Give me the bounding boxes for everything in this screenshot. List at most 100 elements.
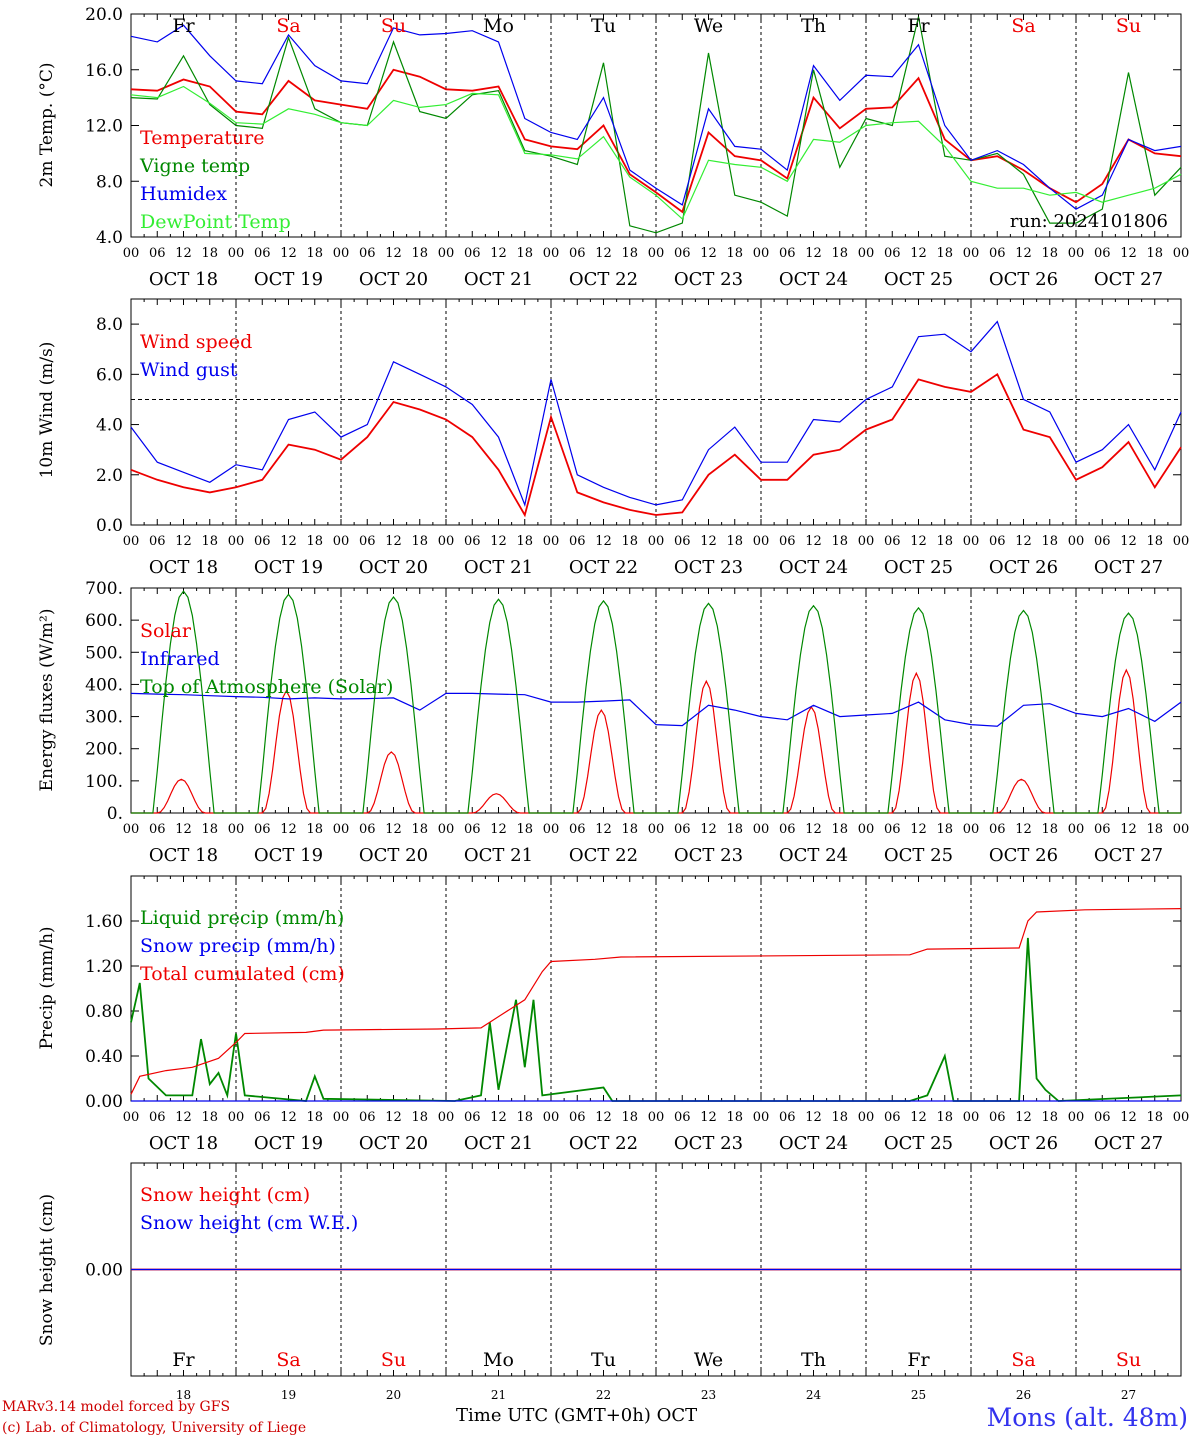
x-hour-label: 12 xyxy=(280,246,297,261)
x-hour-label: 12 xyxy=(385,822,402,837)
x-hour-label: 18 xyxy=(411,1110,428,1125)
x-hour-label: 12 xyxy=(490,822,507,837)
x-hour-label: 00 xyxy=(1068,246,1085,261)
y-tick-label: 200. xyxy=(85,740,123,760)
x-hour-label: 06 xyxy=(674,534,691,549)
x-hour-label: 06 xyxy=(779,822,796,837)
x-hour-label: 12 xyxy=(595,1110,612,1125)
x-date-label: OCT 22 xyxy=(569,269,638,290)
y-tick-label: 8.0 xyxy=(96,315,123,335)
x-hour-label: 06 xyxy=(359,1110,376,1125)
day-number: 25 xyxy=(911,1388,926,1402)
x-hour-label: 18 xyxy=(831,822,848,837)
x-hour-label: 00 xyxy=(333,534,350,549)
x-date-label: OCT 23 xyxy=(674,557,743,578)
x-hour-label: 06 xyxy=(464,534,481,549)
x-hour-label: 12 xyxy=(385,246,402,261)
x-date-label: OCT 20 xyxy=(359,269,428,290)
x-date-label: OCT 23 xyxy=(674,269,743,290)
panel-4 xyxy=(130,875,1182,1102)
x-hour-label: 06 xyxy=(779,246,796,261)
day-number: 23 xyxy=(701,1388,716,1402)
x-hour-label: 18 xyxy=(936,534,953,549)
x-date-label: OCT 22 xyxy=(569,845,638,866)
x-date-label: OCT 26 xyxy=(989,269,1058,290)
y-tick-label: 0.80 xyxy=(85,1002,123,1022)
legend-entry: Snow height (cm) xyxy=(140,1184,310,1206)
x-date-label: OCT 27 xyxy=(1094,845,1163,866)
x-hour-label: 06 xyxy=(674,246,691,261)
x-hour-label: 12 xyxy=(595,246,612,261)
x-hour-label: 12 xyxy=(175,822,192,837)
x-hour-label: 06 xyxy=(569,246,586,261)
series-line xyxy=(130,692,1182,727)
x-hour-label: 06 xyxy=(149,534,166,549)
x-hour-label: 06 xyxy=(359,822,376,837)
x-date-label: OCT 26 xyxy=(989,845,1058,866)
series-line xyxy=(130,908,1182,1095)
panel-3 xyxy=(130,587,1182,814)
x-hour-label: 18 xyxy=(621,534,638,549)
x-hour-label: 12 xyxy=(1120,822,1137,837)
x-hour-label: 12 xyxy=(910,246,927,261)
x-hour-label: 18 xyxy=(831,534,848,549)
x-hour-label: 06 xyxy=(569,534,586,549)
x-hour-label: 12 xyxy=(805,534,822,549)
x-hour-label: 18 xyxy=(936,1110,953,1125)
y-tick-label: 500. xyxy=(85,643,123,663)
x-hour-label: 18 xyxy=(306,534,323,549)
panel-5 xyxy=(130,1162,1182,1377)
x-hour-label: 00 xyxy=(753,246,770,261)
x-date-label: OCT 18 xyxy=(149,1133,218,1154)
x-hour-label: 06 xyxy=(989,822,1006,837)
x-date-label: OCT 23 xyxy=(674,1133,743,1154)
x-hour-label: 00 xyxy=(1068,822,1085,837)
x-hour-label: 18 xyxy=(201,1110,218,1125)
day-number: 27 xyxy=(1121,1388,1136,1402)
x-hour-label: 18 xyxy=(201,246,218,261)
x-hour-label: 00 xyxy=(858,534,875,549)
day-number: 22 xyxy=(596,1388,611,1402)
x-hour-label: 18 xyxy=(1041,822,1058,837)
weekday-label: Sa xyxy=(1011,15,1035,37)
x-hour-label: 06 xyxy=(464,822,481,837)
x-date-label: OCT 21 xyxy=(464,269,533,290)
x-hour-label: 06 xyxy=(779,534,796,549)
x-hour-label: 00 xyxy=(438,1110,455,1125)
weekday-label: Sa xyxy=(1011,1349,1035,1371)
weekday-label: Fr xyxy=(172,1349,195,1371)
x-hour-label: 18 xyxy=(831,246,848,261)
model-credit: MARv3.14 model forced by GFS xyxy=(2,1399,231,1415)
day-number: 21 xyxy=(491,1388,506,1402)
panel-2 xyxy=(130,298,1182,526)
x-date-label: OCT 19 xyxy=(254,1133,323,1154)
x-date-label: OCT 19 xyxy=(254,845,323,866)
x-hour-label: 18 xyxy=(1146,822,1163,837)
x-hour-label: 18 xyxy=(621,246,638,261)
x-hour-label: 00 xyxy=(858,1110,875,1125)
x-date-label: OCT 21 xyxy=(464,1133,533,1154)
x-hour-label: 00 xyxy=(753,1110,770,1125)
y-tick-label: 0. xyxy=(107,804,123,824)
x-hour-label: 06 xyxy=(989,1110,1006,1125)
x-hour-label: 18 xyxy=(726,822,743,837)
y-tick-label: 100. xyxy=(85,772,123,792)
x-hour-label: 00 xyxy=(963,246,980,261)
x-hour-label: 12 xyxy=(490,534,507,549)
y-tick-label: 6.0 xyxy=(96,365,123,385)
x-hour-label: 18 xyxy=(201,534,218,549)
x-hour-label: 12 xyxy=(1015,822,1032,837)
x-date-label: OCT 18 xyxy=(149,269,218,290)
weekday-label: Sa xyxy=(276,1349,300,1371)
series-line xyxy=(130,85,1182,220)
x-hour-label: 18 xyxy=(516,822,533,837)
x-hour-label: 18 xyxy=(1041,534,1058,549)
y-tick-label: 300. xyxy=(85,708,123,728)
x-date-label: OCT 18 xyxy=(149,845,218,866)
x-hour-label: 12 xyxy=(385,534,402,549)
y-tick-label: 1.60 xyxy=(85,912,123,932)
weekday-label: Fr xyxy=(172,15,195,37)
x-hour-label: 18 xyxy=(936,246,953,261)
x-date-label: OCT 20 xyxy=(359,1133,428,1154)
